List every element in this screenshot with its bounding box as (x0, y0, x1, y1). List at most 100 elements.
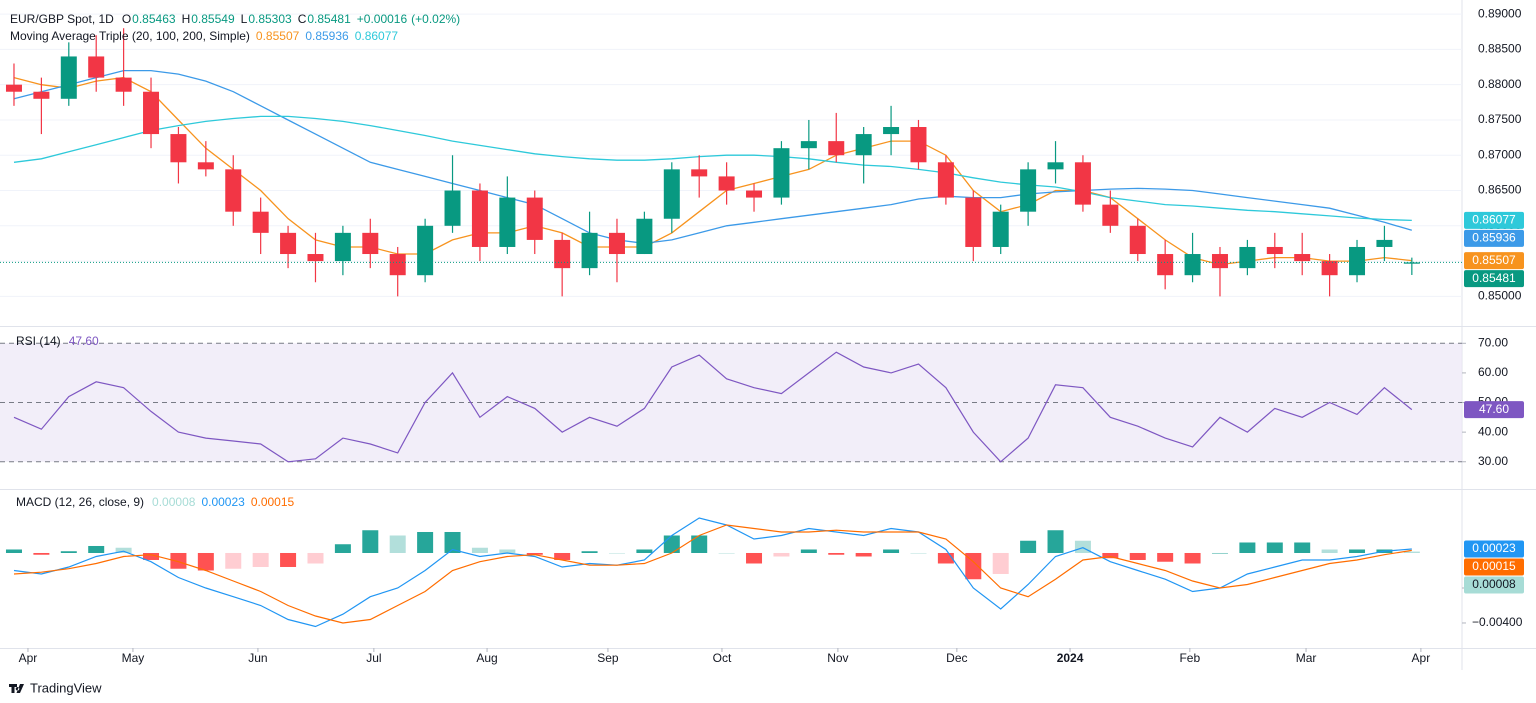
histogram-bar (33, 552, 50, 555)
axis-tag-label: 0.86077 (1472, 213, 1516, 227)
candle-body (1102, 204, 1119, 226)
ohlc-key: L (241, 12, 248, 26)
candle-body (1129, 225, 1146, 255)
histogram-bar (691, 535, 708, 553)
candle-body (197, 162, 214, 170)
x-tick-label: May (122, 651, 145, 665)
histogram-bar (526, 552, 543, 555)
ohlc-key: C (298, 12, 307, 26)
candle-body (554, 239, 571, 269)
histogram-bar (444, 531, 461, 553)
moving-average-line (13, 115, 1412, 222)
histogram-bar (1047, 530, 1064, 553)
candle-body (307, 254, 324, 262)
histogram-bar (937, 552, 954, 564)
histogram-bar (499, 549, 516, 553)
axis-tag (1464, 576, 1524, 594)
candle-body (718, 176, 735, 191)
histogram-bar (143, 552, 160, 560)
candle-body (1239, 246, 1256, 269)
candle-body (60, 56, 77, 99)
y-tick-label: 0.89000 (1478, 6, 1522, 20)
histogram-bar (554, 552, 571, 560)
histogram-bar (1102, 552, 1119, 559)
candle-body (828, 141, 845, 156)
histogram-bar (60, 551, 77, 553)
candle-body (499, 197, 516, 247)
histogram-bar (1403, 551, 1420, 553)
histogram-bar (225, 552, 242, 569)
candle-body (115, 77, 132, 92)
ohlc-value: 0.85549 (191, 12, 235, 26)
axis-tag (1464, 401, 1524, 419)
axis-tag (1464, 270, 1524, 288)
candle-body (444, 190, 461, 226)
x-tick-label: Jun (248, 651, 267, 665)
ohlc-key: O (122, 12, 131, 26)
candle-body (1266, 246, 1283, 255)
histogram-bar (1321, 549, 1338, 553)
candle-body (910, 127, 927, 163)
candle-body (1157, 254, 1174, 276)
y-tick-label: 0.87500 (1478, 112, 1522, 126)
candle-body (636, 218, 653, 255)
candle-body (1349, 246, 1366, 276)
x-tick-label: Jul (366, 651, 381, 665)
candle-body (1376, 239, 1393, 247)
histogram-bar (389, 535, 406, 553)
y-tick-label: 40.00 (1478, 424, 1508, 438)
candle-body (334, 232, 351, 262)
logo (9, 684, 24, 693)
x-tick-label: 2024 (1057, 651, 1084, 665)
candle-body (1020, 169, 1037, 212)
candle-body (965, 197, 982, 247)
candle-body (170, 134, 187, 163)
indicator-title: RSI (14) (16, 334, 61, 348)
candle-body (417, 225, 434, 276)
moving-average-line (13, 76, 1412, 266)
candle-body (1184, 254, 1201, 276)
branding: TradingView (30, 680, 102, 695)
ohlc-value: 0.85481 (307, 12, 351, 26)
axis-tag-label: 0.85936 (1472, 231, 1516, 245)
x-tick-label: Feb (1179, 651, 1200, 665)
axis-tag (1464, 229, 1524, 247)
histogram-bar (1294, 542, 1311, 553)
y-tick-label: 70.00 (1478, 335, 1508, 349)
candle-body (883, 127, 900, 135)
histogram-bar (800, 549, 817, 553)
candle-body (800, 141, 817, 149)
candle-body (1321, 261, 1338, 276)
candle-body (362, 232, 379, 255)
axis-tag (1464, 211, 1524, 229)
indicator-value: 0.85936 (305, 29, 349, 43)
histogram-bar (334, 544, 351, 553)
histogram-bar (115, 547, 132, 553)
y-tick-label: −0.00400 (1472, 615, 1523, 629)
candle-body (471, 190, 488, 247)
axis-tag (1464, 558, 1524, 576)
moving-average-line (13, 69, 1412, 245)
candle-body (746, 190, 763, 198)
histogram-bar (636, 549, 653, 553)
histogram-bar (883, 549, 900, 553)
candle-body (526, 197, 543, 240)
candle-body (992, 211, 1009, 247)
candle-body (608, 232, 625, 255)
indicator-value: 0.00008 (152, 495, 196, 509)
histogram-bar (965, 552, 982, 580)
indicator-title: MACD (12, 26, close, 9) (16, 495, 144, 509)
x-tick-label: Dec (946, 651, 967, 665)
axis-tag-label: 0.85481 (1472, 271, 1516, 285)
histogram-bar (1349, 549, 1366, 553)
histogram-bar (1266, 542, 1283, 553)
ohlc-value: 0.85303 (248, 12, 292, 26)
histogram-bar (855, 552, 872, 557)
x-tick-label: Mar (1296, 651, 1317, 665)
indicator-value: 0.86077 (355, 29, 399, 43)
macd-line (13, 517, 1412, 628)
ohlc-value: 0.85463 (132, 12, 176, 26)
candle-body (1294, 254, 1311, 262)
x-tick-label: Sep (597, 651, 619, 665)
